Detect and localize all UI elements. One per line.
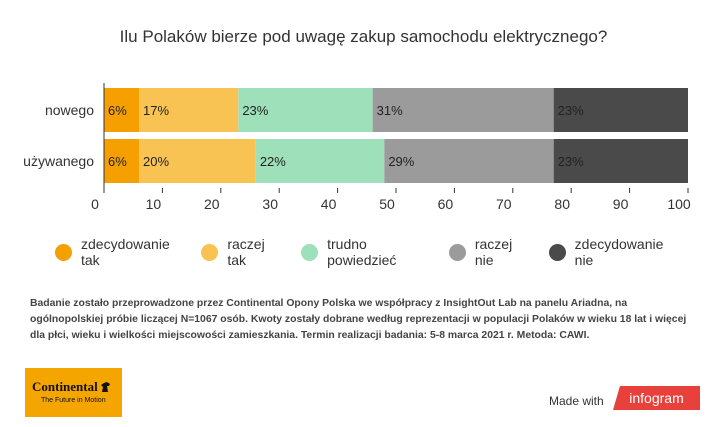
legend-label: raczej nie [474,236,513,268]
data-label: 22% [260,154,286,169]
data-label: 6% [108,103,127,118]
logo-wordmark: Continental [32,380,116,394]
bar-segment [238,88,373,132]
legend-item: trudno powiedzieć [301,236,427,268]
legend-item: raczej nie [448,236,527,268]
logo-tagline: The Future in Motion [41,397,106,404]
legend-item: zdecydowanie tak [55,236,179,268]
horse-icon [100,382,110,392]
legend-swatch [301,243,319,261]
x-tick-label: 40 [321,196,337,212]
x-tick-label: 70 [496,196,512,212]
legend-swatch [448,243,466,261]
bar-segment [104,139,140,183]
bar-segment [104,88,140,132]
x-tick-label: 30 [262,196,278,212]
infogram-link[interactable]: infogram [613,386,700,410]
bar-segment [553,88,688,132]
chart-legend: zdecydowanie tak raczej tak trudno powiedz… [55,236,695,268]
data-label: 23% [558,103,584,118]
legend-swatch [201,243,219,261]
stacked-bar-chart: nowego 6% 17% 23% 31% 23% używanego 6% 20% 22% 29%… [23,83,691,212]
category-label: nowego [45,102,94,118]
x-tick-label: 10 [146,196,162,212]
legend-item: raczej tak [201,236,279,268]
legend-label: zdecydowanie nie [574,236,664,268]
data-label: 31% [377,103,403,118]
x-tick-label: 0 [91,196,99,212]
category-label: używanego [23,153,94,169]
bar-segment [255,139,385,183]
x-tick-label: 100 [667,196,691,212]
data-label: 20% [143,154,169,169]
legend-swatch [55,243,72,261]
x-tick-label: 20 [204,196,220,212]
survey-footnote: Badanie zostało przeprowadzone przez Con… [30,298,687,341]
continental-logo: Continental The Future in Motion [25,368,122,417]
bar-segment [372,88,554,132]
data-label: 6% [108,154,127,169]
data-label: 23% [558,154,584,169]
x-tick-label: 50 [379,196,395,212]
bar-segment [384,139,554,183]
chart-title: Ilu Polaków bierze pod uwagę zakup samoc… [119,27,608,46]
x-tick-label: 80 [554,196,570,212]
x-tick-label: 60 [438,196,454,212]
x-tick-label: 90 [613,196,629,212]
legend-swatch [548,243,566,261]
bar-segment [139,139,256,183]
data-label: 29% [388,154,414,169]
legend-item: zdecydowanie nie [548,236,673,268]
bar-segment [553,139,688,183]
legend-label: raczej tak [227,236,265,268]
legend-label: trudno powiedzieć [327,236,397,268]
bar-segment [139,88,239,132]
made-with-text: Made with [549,394,604,408]
data-label: 17% [143,103,169,118]
logo-name-text: Continental [32,379,98,394]
data-label: 23% [242,103,268,118]
legend-label: zdecydowanie tak [81,236,170,268]
